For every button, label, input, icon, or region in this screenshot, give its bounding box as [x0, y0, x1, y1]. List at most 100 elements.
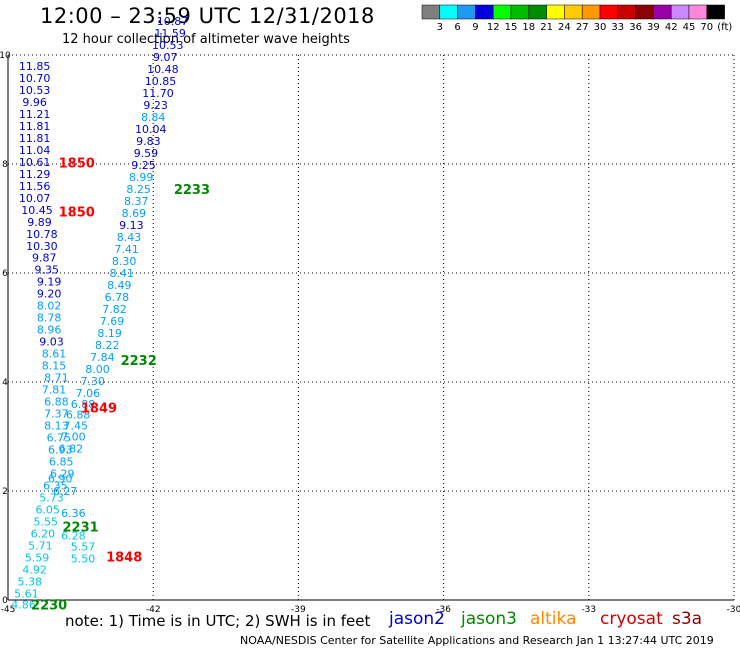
wave-height-label: 6.36	[61, 507, 86, 520]
wave-height-label: 8.61	[42, 348, 67, 361]
colorbar-tick-label: 45	[683, 22, 696, 33]
color-swatch	[528, 4, 547, 20]
wave-height-label: 6.29	[50, 468, 75, 481]
wave-height-label: 7.69	[100, 315, 125, 328]
wave-height-label: 6.88	[44, 396, 69, 409]
wave-height-label: 10.85	[145, 75, 177, 88]
wave-height-label: 5.71	[28, 540, 53, 553]
color-scale-legend: 3 6 9 12 15 18 21 24 27 30 33 36 39 42 45 70 (ft)	[421, 4, 732, 33]
wave-height-label: 8.71	[44, 372, 69, 385]
wave-height-label: 7.82	[102, 303, 127, 316]
footer-note: note: 1) Time is in UTC; 2) SWH is in fe…	[65, 612, 371, 630]
wave-height-label: 8.41	[109, 267, 134, 280]
pass-time-label: 2230	[31, 598, 67, 613]
wave-height-label: 5.57	[71, 541, 96, 554]
wave-height-label: 8.43	[117, 231, 142, 244]
wave-height-label: 8.02	[37, 300, 62, 313]
pass-time-label: 2231	[63, 520, 99, 535]
wave-height-label: 6.78	[105, 291, 130, 304]
wave-height-label: 11.85	[19, 60, 51, 73]
colorbar-tick-label: 9	[472, 22, 478, 33]
colorbar-unit-label: (ft)	[717, 22, 732, 33]
wave-height-label: 5.38	[18, 575, 43, 588]
color-swatch	[688, 4, 708, 20]
color-swatch	[457, 4, 476, 20]
wave-height-label: 6.88	[66, 409, 91, 422]
color-swatch	[599, 4, 619, 20]
wave-height-label: 11.81	[19, 132, 51, 145]
wave-height-label: 6.82	[59, 442, 84, 455]
wave-height-label: 6.05	[35, 504, 60, 517]
colorbar-tick-label: 18	[522, 22, 535, 33]
data-marks: 11.8510.7010.539.9611.2111.8111.8111.041…	[11, 15, 210, 613]
wave-height-label: 9.89	[27, 216, 52, 229]
color-swatch	[546, 4, 565, 20]
color-swatch	[421, 4, 441, 20]
wave-height-label: 11.70	[142, 87, 174, 100]
wave-height-label: 4.92	[22, 563, 47, 576]
colorbar-tick-label: 24	[558, 22, 571, 33]
colorbar-tick-label: 27	[576, 22, 589, 33]
color-swatch	[635, 4, 654, 20]
wave-height-label: 8.96	[37, 324, 62, 337]
wave-height-label: 9.23	[143, 99, 168, 112]
wave-height-label: 8.84	[141, 111, 166, 124]
x-tick-label: -39	[291, 605, 306, 615]
wave-height-label: 11.56	[19, 180, 51, 193]
y-tick-label: 0	[2, 596, 8, 606]
wave-height-label: 9.03	[39, 336, 64, 349]
wave-height-label: 7.06	[76, 387, 101, 400]
wave-height-label: 10.78	[26, 228, 58, 241]
wave-height-label: 5.61	[14, 587, 39, 600]
colorbar-tick-label: 36	[629, 22, 642, 33]
wave-height-label: 10.53	[152, 39, 184, 52]
wave-height-label: 6.20	[31, 528, 56, 541]
wave-height-label: 10.45	[21, 204, 53, 217]
x-tick-label: -30	[727, 605, 740, 615]
wave-height-label: 8.22	[95, 339, 120, 352]
y-tick-label: 2	[2, 487, 8, 497]
y-tick-label: 4	[2, 378, 8, 388]
color-swatch	[492, 4, 512, 20]
wave-height-label: 7.84	[90, 351, 115, 364]
wave-height-label: 8.99	[129, 171, 154, 184]
x-tick-label: -33	[581, 605, 596, 615]
colorbar-tick-label: 33	[611, 22, 624, 33]
wave-height-label: 5.55	[34, 516, 59, 529]
wave-height-label: 9.87	[32, 252, 57, 265]
x-tick-label: -36	[436, 605, 451, 615]
wave-height-label: 10.70	[19, 72, 51, 85]
wave-height-label: 5.50	[71, 553, 96, 566]
wave-height-label: 4.86	[11, 598, 36, 611]
wave-height-label: 6.35	[43, 480, 68, 493]
pass-time-label: 2233	[174, 183, 210, 198]
color-swatch	[581, 4, 601, 20]
color-swatch	[670, 4, 690, 20]
wave-height-label: 6.93	[48, 444, 73, 457]
wave-height-label: 5.59	[25, 551, 50, 564]
wave-height-label: 8.30	[112, 255, 137, 268]
color-swatch	[564, 4, 583, 20]
colorbar-tick-label: 70	[700, 22, 713, 33]
color-swatch	[475, 4, 494, 20]
wave-height-label: 6.90	[48, 472, 73, 485]
wave-height-label: 10.53	[19, 84, 51, 97]
wave-height-label: 9.83	[136, 135, 161, 148]
wave-height-label: 11.21	[19, 108, 51, 121]
wave-height-label: 10.07	[19, 192, 51, 205]
wave-height-label: 6.27	[53, 485, 78, 498]
wave-height-label: 8.25	[126, 183, 151, 196]
wave-height-label: 9.19	[37, 276, 62, 289]
colorbar-tick-label: 42	[665, 22, 678, 33]
chart-subtitle: 12 hour collection of altimeter wave hei…	[62, 32, 350, 47]
wave-height-label: 10.61	[19, 156, 51, 169]
colorbar-tick-label: 21	[540, 22, 553, 33]
wave-height-label: 6.88	[71, 398, 96, 411]
wave-height-label: 11.81	[19, 120, 51, 133]
legend-cryosat: cryosat	[600, 609, 663, 629]
wave-height-label: 7.81	[42, 384, 67, 397]
colorbar-tick-label: 12	[487, 22, 500, 33]
wave-height-label: 10.87	[157, 15, 189, 28]
wave-height-label: 9.20	[37, 288, 62, 301]
wave-height-label: 8.78	[37, 312, 62, 325]
